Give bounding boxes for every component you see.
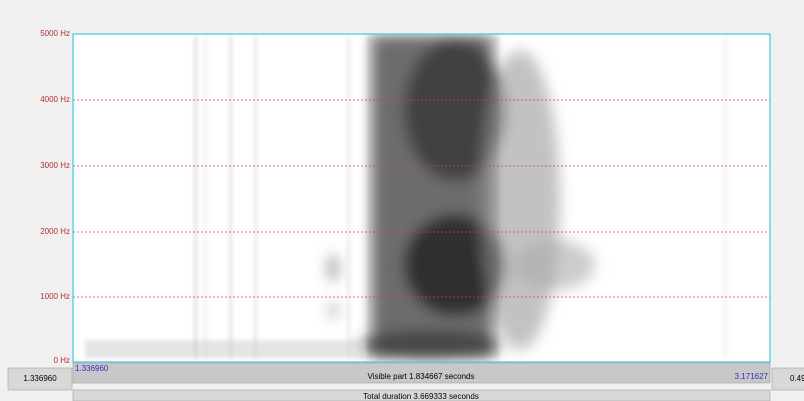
striation (372, 36, 374, 358)
y-axis-label: 2000 Hz (40, 227, 70, 236)
striation (384, 36, 386, 358)
striation (480, 36, 482, 358)
y-axis-label: 1000 Hz (40, 292, 70, 301)
striation (255, 36, 256, 358)
striation (420, 36, 422, 358)
y-axis-label: 5000 Hz (40, 29, 70, 38)
striation (348, 36, 349, 358)
striation (468, 36, 470, 358)
striation (400, 36, 402, 358)
striation (440, 36, 442, 358)
striation (484, 36, 486, 358)
total-duration: Total duration 3.669333 seconds (363, 392, 479, 401)
spectrogram-window: 5000 Hz 4000 Hz 3000 Hz 2000 Hz 1000 Hz … (0, 0, 804, 401)
striation (496, 36, 498, 358)
striation (368, 36, 370, 358)
striation (424, 36, 426, 358)
striation (428, 36, 430, 358)
striation (408, 36, 410, 358)
selection-end: 3.171627 (735, 372, 769, 381)
striation (460, 36, 462, 358)
striation (416, 36, 418, 358)
striation (388, 36, 390, 358)
striation (492, 36, 494, 358)
striation (488, 36, 490, 358)
visible-part: Visible part 1.834667 seconds (367, 372, 474, 381)
striation (472, 36, 474, 358)
striation (725, 36, 726, 358)
striation (452, 36, 454, 358)
striation (392, 36, 394, 358)
right-time: 0.4977 (790, 374, 804, 383)
striation (476, 36, 478, 358)
y-axis-label: 4000 Hz (40, 95, 70, 104)
selection-start: 1.336960 (75, 364, 109, 373)
striation (205, 36, 206, 358)
striation (448, 36, 450, 358)
striation (432, 36, 434, 358)
striation (230, 36, 231, 358)
page: {"window": { "y_axis_labels": ["5000 Hz"… (0, 0, 804, 401)
striation (464, 36, 466, 358)
striation (404, 36, 406, 358)
striation (412, 36, 414, 358)
striation (376, 36, 378, 358)
striation (380, 36, 382, 358)
y-axis-label: 0 Hz (54, 356, 70, 365)
striation (456, 36, 458, 358)
left-time: 1.336960 (23, 374, 57, 383)
striation (436, 36, 438, 358)
striation (396, 36, 398, 358)
striation (195, 36, 196, 358)
striation (444, 36, 446, 358)
y-axis-label: 3000 Hz (40, 161, 70, 170)
